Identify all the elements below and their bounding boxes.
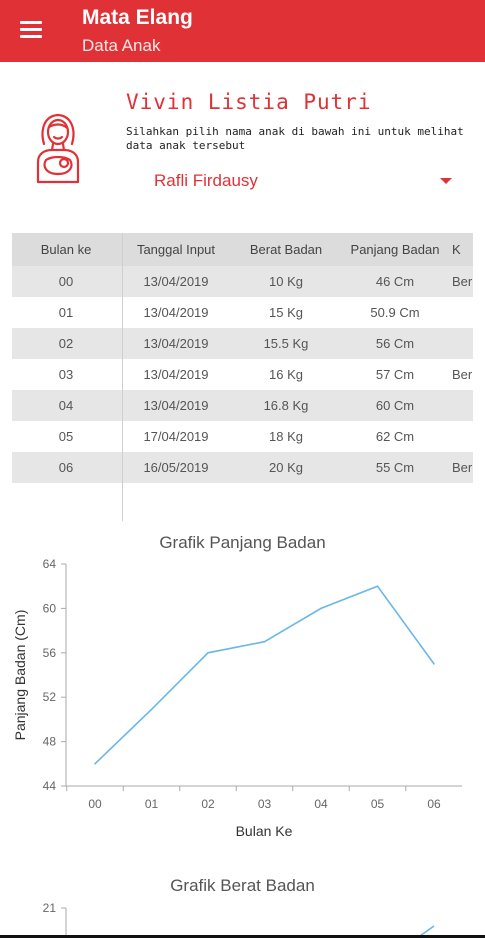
app-subtitle: Data Anak — [82, 36, 161, 55]
x-tick-label: 03 — [258, 797, 272, 811]
table-cell: 02 — [58, 336, 74, 351]
child-dropdown-value: Rafli Firdausy — [154, 171, 258, 190]
y-axis-label: Panjang Badan (Cm) — [12, 610, 28, 741]
table-header-row: Bulan ke Tanggal Input Berat Badan Panja… — [12, 233, 473, 266]
table-cell — [452, 328, 473, 359]
table-header-cell: Berat Badan — [249, 242, 323, 257]
table-cell: 04 — [58, 398, 74, 413]
table-cell: 13/04/2019 — [143, 398, 209, 413]
table-header-cell: Bulan ke — [40, 242, 92, 257]
table-cell: 62 Cm — [375, 429, 415, 444]
table-cell: 17/04/2019 — [143, 429, 209, 444]
data-point — [150, 708, 153, 711]
table-row[interactable]: 05 17/04/2019 18 Kg 62 Cm — [12, 421, 473, 452]
table-row[interactable]: 02 13/04/2019 15.5 Kg 56 Cm — [12, 328, 473, 359]
table-cell: Ber — [452, 274, 473, 289]
chart-title-weight: Grafik Berat Badan — [170, 876, 315, 895]
x-tick-label: 02 — [201, 797, 215, 811]
data-point — [207, 652, 209, 654]
x-axis-label: Bulan Ke — [236, 823, 293, 839]
table-cell: 16/05/2019 — [143, 460, 209, 475]
table-cell: Ber — [452, 460, 473, 475]
x-tick-label: 06 — [427, 797, 441, 811]
table-cell: 00 — [58, 274, 74, 289]
length-line-chart: 44 48 52 56 60 64 00 01 02 03 04 05 06 Bulan Ke Panjan… — [12, 557, 462, 839]
table-cell — [452, 390, 473, 421]
length-series-line — [94, 585, 435, 765]
x-tick-label: 05 — [371, 797, 385, 811]
chart-title-length: Grafik Panjang Badan — [159, 533, 326, 552]
data-point — [320, 607, 322, 610]
table-cell: 15 Kg — [269, 305, 303, 320]
y-tick-label: 21 — [43, 901, 57, 915]
table-row[interactable]: 06 16/05/2019 20 Kg 55 Cm Ber — [12, 452, 473, 483]
table-row[interactable]: 00 13/04/2019 10 Kg 46 Cm Ber — [12, 266, 473, 297]
table-cell: 06 — [58, 460, 74, 475]
data-point — [433, 663, 435, 665]
column-divider — [122, 233, 123, 521]
table-cell — [452, 297, 473, 328]
app-bar: Mata Elang Data Anak — [0, 0, 485, 62]
x-tick-label: 01 — [145, 797, 159, 811]
weight-series-line — [419, 925, 435, 936]
table-cell: 05 — [58, 429, 74, 444]
table-cell: Ber — [452, 367, 473, 382]
table-header-cell: Panjang Badan — [350, 242, 440, 257]
table-cell: 13/04/2019 — [143, 274, 209, 289]
screen-bottom-edge — [0, 935, 485, 938]
chevron-down-icon — [440, 178, 452, 184]
x-tick-label: 04 — [314, 797, 328, 811]
data-point — [94, 763, 96, 765]
table-cell: 56 Cm — [375, 336, 415, 351]
instruction-text: Silahkan pilih nama anak di bawah ini un… — [126, 125, 464, 152]
data-point — [376, 585, 379, 587]
table-cell: 50.9 Cm — [370, 305, 420, 320]
y-tick-label: 60 — [43, 601, 57, 615]
table-cell: 03 — [58, 367, 74, 382]
mother-with-baby-icon — [36, 113, 80, 184]
table-header-cell: K — [452, 242, 461, 257]
table-row[interactable]: 03 13/04/2019 16 Kg 57 Cm Ber — [12, 359, 473, 390]
weight-line-chart: 21 — [43, 901, 435, 936]
y-tick-label: 44 — [43, 779, 57, 793]
table-cell: 18 Kg — [269, 429, 303, 444]
table-cell — [452, 421, 473, 452]
app-title: Mata Elang — [82, 6, 193, 29]
table-cell: 13/04/2019 — [143, 336, 209, 351]
table-cell: 16 Kg — [269, 367, 303, 382]
table-cell: 20 Kg — [269, 460, 303, 475]
table-cell: 10 Kg — [269, 274, 303, 289]
x-tick-label: 00 — [88, 797, 102, 811]
menu-icon[interactable] — [18, 18, 44, 40]
table-cell: 13/04/2019 — [143, 367, 209, 382]
table-header-cell: Tanggal Input — [136, 242, 216, 257]
table-cell: 13/04/2019 — [143, 305, 209, 320]
table-cell: 01 — [58, 305, 74, 320]
parent-name: Vivin Listia Putri — [126, 90, 372, 114]
table-cell: 55 Cm — [375, 460, 415, 475]
table-cell: 60 Cm — [375, 398, 415, 413]
child-dropdown[interactable]: Rafli Firdausy — [140, 164, 460, 198]
y-tick-label: 52 — [43, 690, 57, 704]
table-cell: 15.5 Kg — [263, 336, 309, 351]
y-tick-label: 48 — [43, 735, 57, 749]
table-cell: 16.8 Kg — [263, 398, 309, 413]
table-cell: 57 Cm — [375, 367, 415, 382]
table-cell: 46 Cm — [375, 274, 415, 289]
y-tick-label: 56 — [43, 646, 57, 660]
growth-data-table[interactable]: Bulan ke Tanggal Input Berat Badan Panja… — [12, 233, 473, 521]
table-row[interactable]: 01 13/04/2019 15 Kg 50.9 Cm — [12, 297, 473, 328]
y-tick-label: 64 — [43, 557, 57, 571]
data-point — [263, 640, 266, 643]
table-row[interactable]: 04 13/04/2019 16.8 Kg 60 Cm — [12, 390, 473, 421]
